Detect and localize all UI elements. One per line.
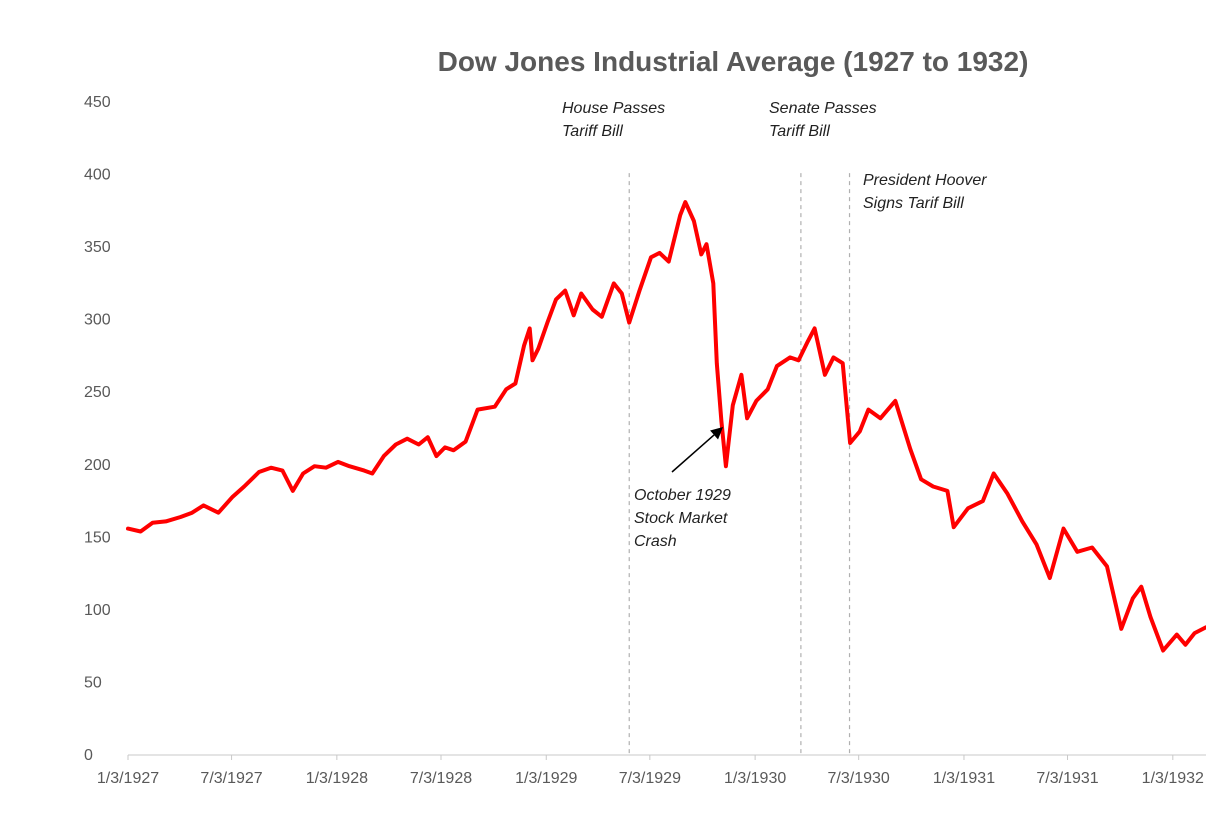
annotation-senate-passes: Senate Passes Tariff Bill (769, 100, 881, 140)
x-tick-label: 1/3/1932 (1142, 770, 1204, 787)
annotations: House Passes Tariff Bill Senate Passes T… (562, 100, 991, 550)
annotation-senate-line-2: Tariff Bill (769, 123, 830, 140)
annotation-crash-line-3: Crash (634, 533, 677, 550)
x-tick-label: 7/3/1927 (200, 770, 262, 787)
crash-arrow (671, 434, 715, 473)
x-tick-label: 1/3/1931 (933, 770, 995, 787)
x-tick-label: 7/3/1928 (410, 770, 472, 787)
x-tick-label: 1/3/1928 (306, 770, 368, 787)
x-tick-label: 7/3/1930 (828, 770, 890, 787)
y-axis: 0 50 100 150 200 250 300 350 400 450 (84, 94, 111, 764)
annotation-hoover-line-2: Signs Tarif Bill (863, 195, 964, 212)
annotation-senate-line-1: Senate Passes (769, 100, 877, 117)
chart-title: Dow Jones Industrial Average (1927 to 19… (438, 46, 1029, 77)
annotation-hoover-line-1: President Hoover (863, 172, 987, 189)
annotation-house-line-1: House Passes (562, 100, 665, 117)
event-vertical-lines (628, 173, 851, 755)
y-tick-label: 100 (84, 602, 111, 619)
x-tick-label: 7/3/1929 (619, 770, 681, 787)
y-tick-label: 350 (84, 239, 111, 256)
x-tick-label: 1/3/1929 (515, 770, 577, 787)
x-tick-label: 1/3/1927 (97, 770, 159, 787)
x-tick-label: 7/3/1931 (1036, 770, 1098, 787)
annotation-crash-line-1: October 1929 (634, 487, 731, 504)
annotation-crash: October 1929 Stock Market Crash (634, 487, 735, 550)
y-tick-label: 50 (84, 674, 102, 691)
series-line-dow-jones (126, 200, 1206, 653)
annotation-hoover-signs: President Hoover Signs Tarif Bill (863, 172, 991, 212)
annotation-crash-line-2: Stock Market (634, 510, 728, 527)
y-tick-label: 250 (84, 384, 111, 401)
x-tick-label: 1/3/1930 (724, 770, 786, 787)
y-tick-label: 200 (84, 457, 111, 474)
y-tick-label: 150 (84, 529, 111, 546)
x-axis: 1/3/1927 7/3/1927 1/3/1928 7/3/1928 1/3/1929… (97, 755, 1204, 787)
annotation-house-passes: House Passes Tariff Bill (562, 100, 670, 140)
y-tick-label: 0 (84, 747, 93, 764)
y-tick-label: 300 (84, 312, 111, 329)
y-tick-label: 450 (84, 94, 111, 111)
crash-arrowhead-icon (710, 427, 724, 440)
annotation-house-line-2: Tariff Bill (562, 123, 623, 140)
y-tick-label: 400 (84, 167, 111, 184)
